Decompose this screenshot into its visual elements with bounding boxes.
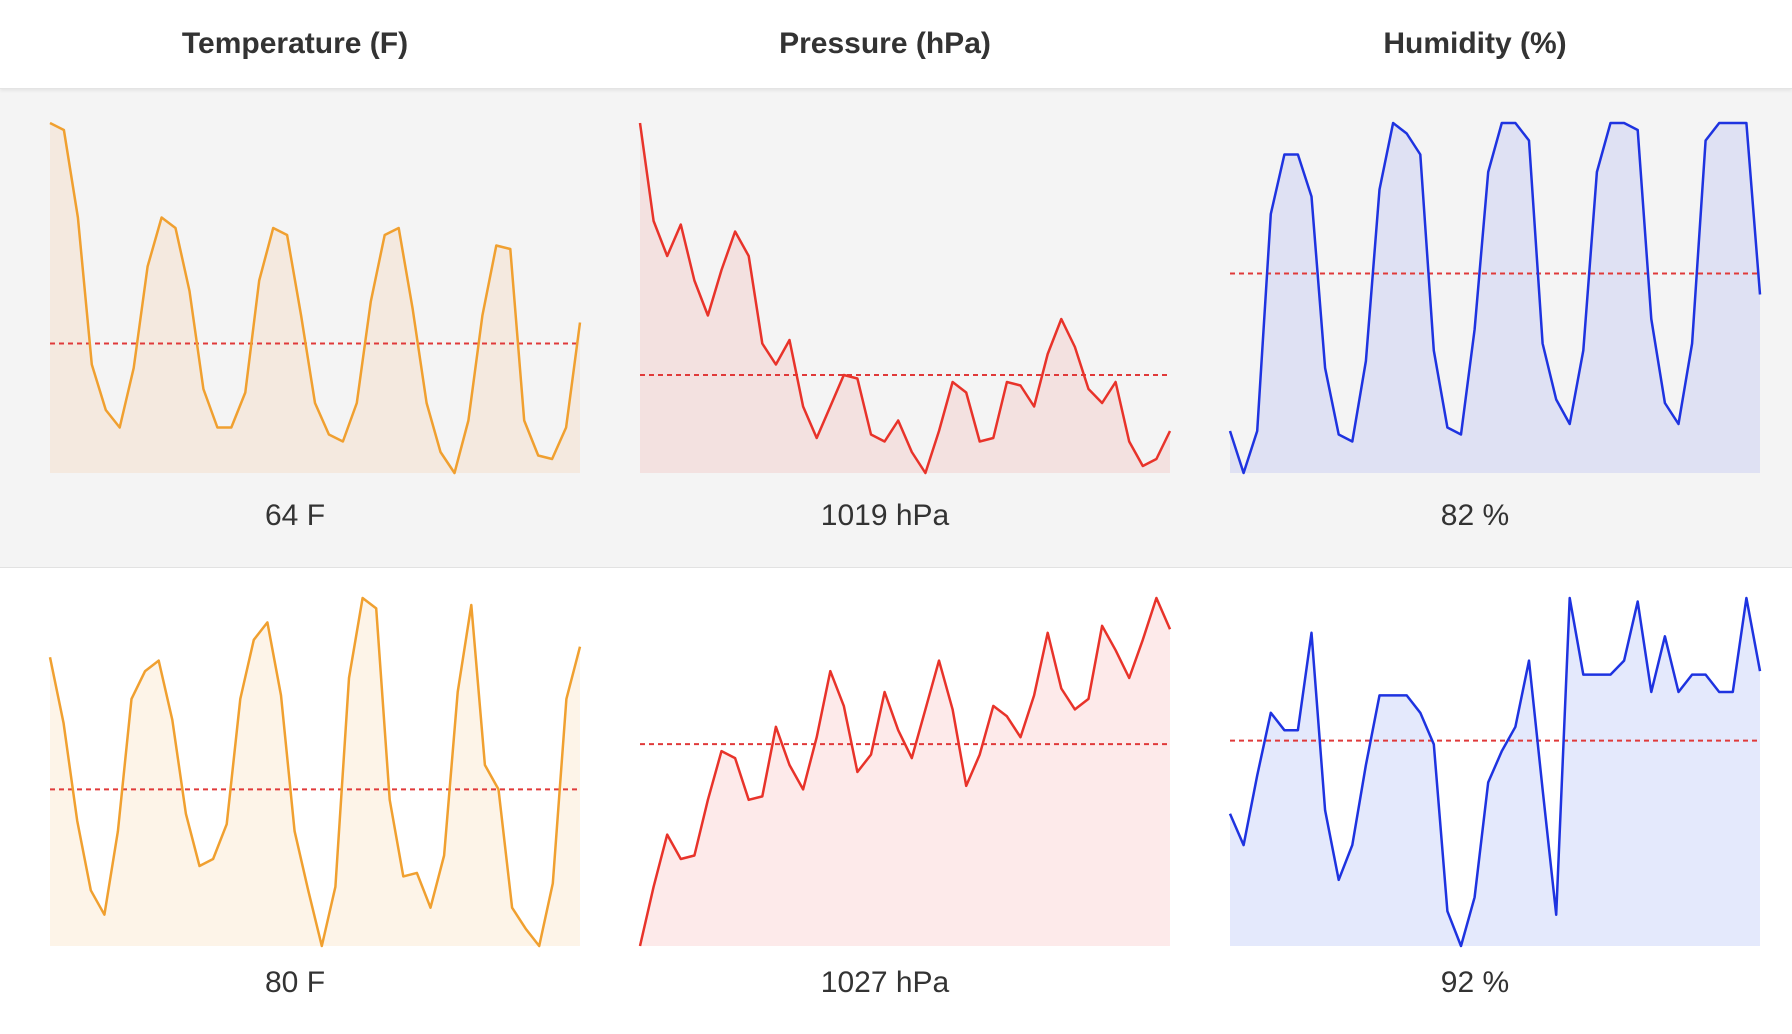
sensor-row-2[interactable]: 80 F 1027 hPa 92 % <box>0 568 1792 1034</box>
series-line <box>638 596 1172 947</box>
area-fill <box>1230 123 1760 473</box>
humidity-chart <box>1228 596 1762 948</box>
temperature-reading: 64 F <box>264 499 326 532</box>
humidity-header: Humidity (%) <box>1383 27 1567 60</box>
series-line <box>638 122 1172 475</box>
series-line <box>48 596 582 948</box>
humidity-cell: 92 % <box>1180 568 1770 1034</box>
pressure-header: Pressure (hPa) <box>779 27 991 60</box>
temperature-cell: 80 F <box>0 568 590 1034</box>
series-line <box>1228 596 1762 948</box>
humidity-chart <box>1228 121 1762 475</box>
area-fill <box>640 598 1170 946</box>
temperature-chart <box>49 121 582 475</box>
pressure-chart <box>638 596 1172 947</box>
pressure-reading: 1019 hPa <box>820 499 950 532</box>
pressure-reading: 1027 hPa <box>820 966 950 999</box>
header-row: Temperature (F) Pressure (hPa) Humidity … <box>0 0 1792 89</box>
temperature-reading: 80 F <box>264 966 326 999</box>
temperature-header: Temperature (F) <box>181 27 409 60</box>
pressure-cell: 1027 hPa <box>590 568 1180 1034</box>
area-fill <box>50 123 580 473</box>
pressure-chart <box>638 122 1172 475</box>
area-fill <box>1230 598 1760 946</box>
temperature-chart <box>48 596 582 948</box>
sensor-row-1[interactable]: 64 F 1019 hPa 82 % <box>0 89 1792 568</box>
pressure-cell: 1019 hPa <box>590 89 1180 567</box>
area-fill <box>640 123 1170 473</box>
humidity-cell: 82 % <box>1180 89 1770 567</box>
area-fill <box>50 598 580 946</box>
humidity-reading: 92 % <box>1440 966 1510 999</box>
temperature-cell: 64 F <box>0 89 590 567</box>
humidity-reading: 82 % <box>1440 499 1510 532</box>
series-line <box>1228 121 1762 475</box>
